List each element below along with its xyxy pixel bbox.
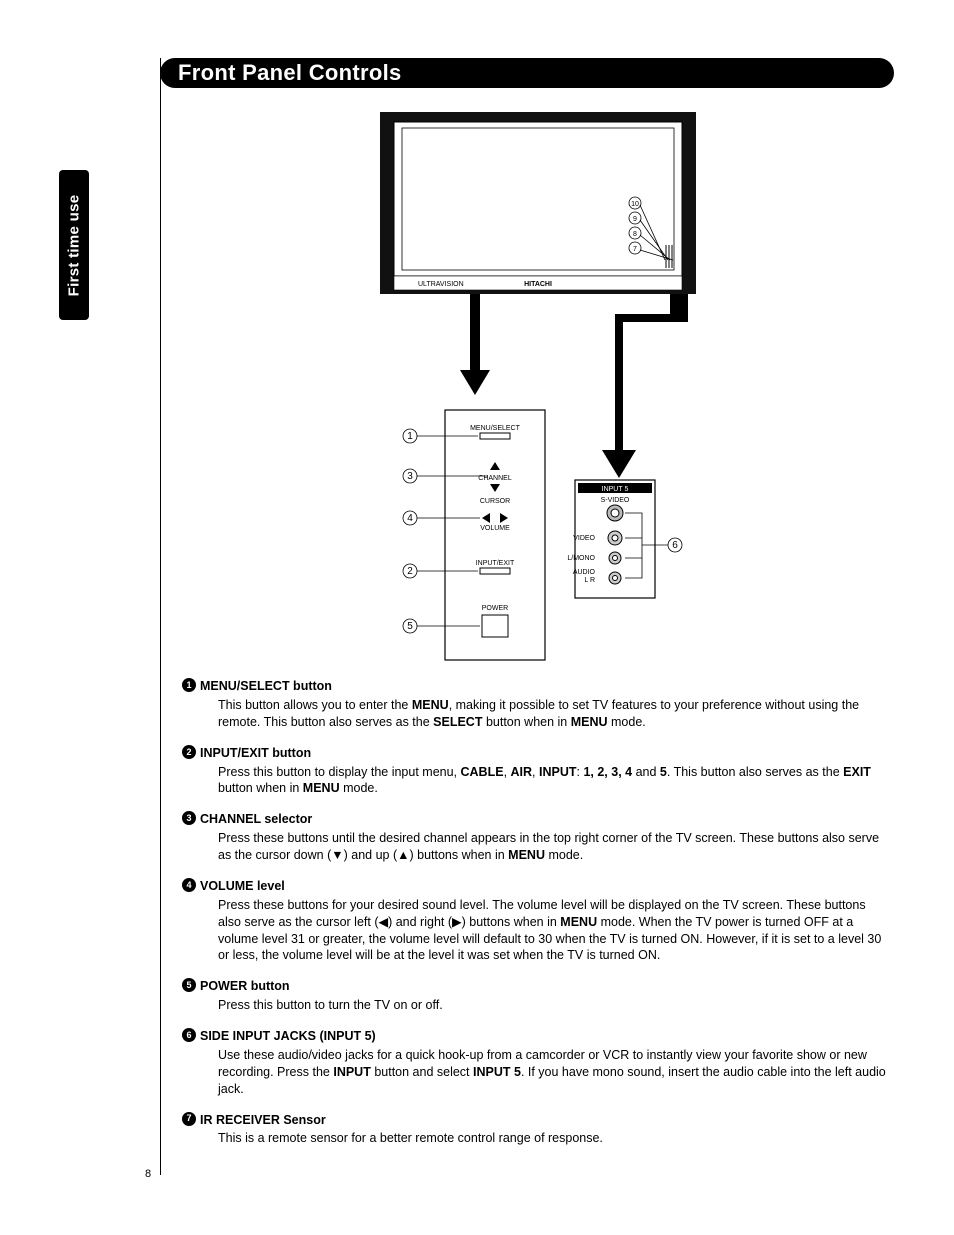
svg-text:VOLUME: VOLUME — [480, 525, 510, 532]
description-item: 1MENU/SELECT buttonThis button allows yo… — [200, 678, 889, 731]
svg-text:4: 4 — [407, 513, 413, 524]
description-item: 7IR RECEIVER SensorThis is a remote sens… — [200, 1112, 889, 1148]
svg-text:6: 6 — [672, 540, 678, 551]
description-body: Press these buttons until the desired ch… — [200, 830, 889, 864]
svg-text:L/MONO: L/MONO — [567, 555, 595, 562]
svg-text:7: 7 — [633, 246, 637, 253]
description-number-badge: 3 — [182, 811, 196, 825]
control-panel: MENU/SELECT CHANNEL CURSOR VOLUME INPUT/… — [403, 410, 545, 660]
page: Front Panel Controls First time use HITA… — [0, 0, 954, 1235]
description-body: This is a remote sensor for a better rem… — [200, 1130, 889, 1147]
description-title: SIDE INPUT JACKS (INPUT 5) — [200, 1028, 889, 1045]
svg-text:3: 3 — [407, 471, 413, 482]
front-panel-diagram: HITACHI ULTRAVISION 10 9 8 7 — [170, 100, 890, 676]
svg-text:5: 5 — [407, 621, 413, 632]
svg-text:INPUT 5: INPUT 5 — [602, 486, 629, 493]
tv-brand: HITACHI — [524, 281, 552, 288]
description-body: Press these buttons for your desired sou… — [200, 897, 889, 965]
svg-text:INPUT/EXIT: INPUT/EXIT — [476, 560, 515, 567]
section-title: Front Panel Controls — [178, 60, 402, 86]
page-number: 8 — [145, 1168, 151, 1180]
description-title: IR RECEIVER Sensor — [200, 1112, 889, 1129]
input-panel: INPUT 5 S-VIDEO VIDEO L/MONO AUDIO L R — [567, 480, 682, 598]
description-body: Press this button to turn the TV on or o… — [200, 997, 889, 1014]
description-item: 4VOLUME levelPress these buttons for you… — [200, 878, 889, 964]
description-body: Use these audio/video jacks for a quick … — [200, 1047, 889, 1098]
svg-text:VIDEO: VIDEO — [573, 535, 595, 542]
side-tab: First time use — [59, 170, 89, 320]
description-item: 5POWER buttonPress this button to turn t… — [200, 978, 889, 1014]
svg-text:10: 10 — [631, 201, 639, 208]
svg-text:2: 2 — [407, 566, 413, 577]
svg-text:9: 9 — [633, 216, 637, 223]
description-title: VOLUME level — [200, 878, 889, 895]
svg-text:8: 8 — [633, 231, 637, 238]
tv-subbrand: ULTRAVISION — [418, 281, 464, 288]
vertical-rule — [160, 58, 161, 1175]
description-item: 3CHANNEL selectorPress these buttons unt… — [200, 811, 889, 864]
description-number-badge: 4 — [182, 878, 196, 892]
description-number-badge: 5 — [182, 978, 196, 992]
svg-text:S-VIDEO: S-VIDEO — [601, 497, 630, 504]
description-number-badge: 1 — [182, 678, 196, 692]
svg-text:L R: L R — [584, 577, 595, 584]
description-body: This button allows you to enter the MENU… — [200, 697, 889, 731]
section-header: Front Panel Controls — [160, 58, 894, 88]
tv-illustration: HITACHI ULTRAVISION 10 9 8 7 — [380, 112, 696, 294]
description-number-badge: 6 — [182, 1028, 196, 1042]
description-item: 6SIDE INPUT JACKS (INPUT 5)Use these aud… — [200, 1028, 889, 1098]
description-title: CHANNEL selector — [200, 811, 889, 828]
svg-text:MENU/SELECT: MENU/SELECT — [470, 425, 521, 432]
description-number-badge: 7 — [182, 1112, 196, 1126]
svg-text:AUDIO: AUDIO — [573, 569, 596, 576]
description-item: 2INPUT/EXIT buttonPress this button to d… — [200, 745, 889, 798]
description-number-badge: 2 — [182, 745, 196, 759]
side-tab-label: First time use — [66, 194, 83, 296]
description-title: POWER button — [200, 978, 889, 995]
description-title: INPUT/EXIT button — [200, 745, 889, 762]
description-title: MENU/SELECT button — [200, 678, 889, 695]
descriptions-list: 1MENU/SELECT buttonThis button allows yo… — [200, 678, 889, 1161]
svg-text:CURSOR: CURSOR — [480, 498, 510, 505]
svg-text:1: 1 — [407, 431, 413, 442]
svg-text:POWER: POWER — [482, 605, 508, 612]
description-body: Press this button to display the input m… — [200, 764, 889, 798]
